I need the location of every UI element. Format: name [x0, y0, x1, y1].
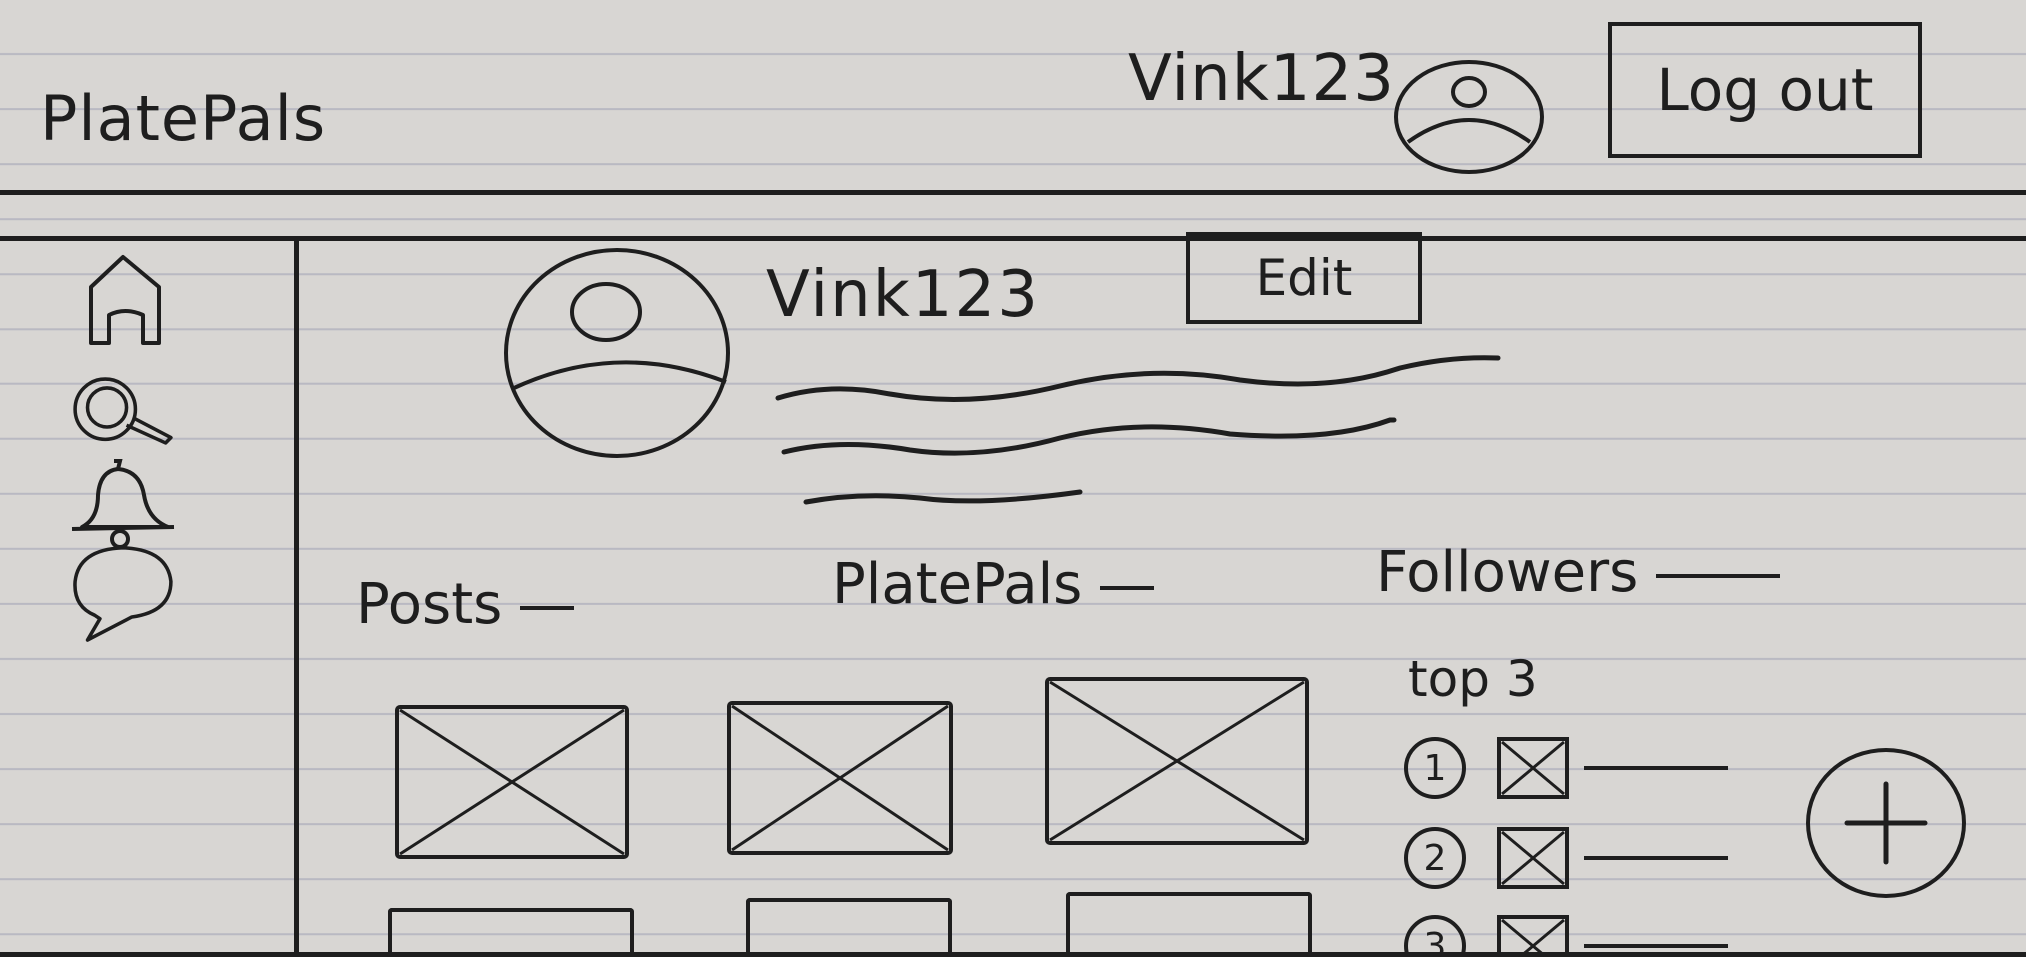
- header-avatar[interactable]: [1392, 58, 1546, 176]
- sidebar-item-home[interactable]: [70, 254, 180, 345]
- rank-badge: 1: [1404, 737, 1466, 799]
- search-icon: [73, 377, 173, 445]
- home-icon: [89, 255, 161, 345]
- logout-button[interactable]: Log out: [1608, 22, 1922, 158]
- edit-profile-button[interactable]: Edit: [1186, 232, 1422, 324]
- post-thumbnail[interactable]: [726, 700, 954, 856]
- stat-label: Followers: [1376, 540, 1639, 605]
- stat-placeholder-line: [520, 605, 575, 610]
- header-divider: [0, 190, 2026, 195]
- header-username: Vink123: [1128, 42, 1395, 116]
- follower-placeholder-line: [1584, 944, 1728, 948]
- app-title: PlatePals: [40, 82, 327, 155]
- sidebar-item-search[interactable]: [68, 366, 178, 456]
- bell-icon: [71, 459, 175, 549]
- add-button[interactable]: [1806, 748, 1966, 898]
- follower-thumbnail: [1497, 737, 1569, 799]
- post-thumbnail[interactable]: [1044, 676, 1310, 846]
- post-thumbnail[interactable]: [746, 898, 952, 957]
- follower-placeholder-line: [1584, 766, 1728, 770]
- stat-label: Posts: [356, 572, 503, 637]
- top-follower-row[interactable]: 2: [1404, 822, 1728, 894]
- stat-placeholder-line: [1100, 585, 1155, 590]
- top-followers-heading: top 3: [1408, 650, 1538, 708]
- post-thumbnail[interactable]: [1066, 892, 1312, 957]
- stat-followers[interactable]: Followers: [1376, 540, 1781, 605]
- rank-badge: 2: [1404, 827, 1466, 889]
- top-follower-row[interactable]: 1: [1404, 732, 1728, 804]
- chat-bubble-icon: [73, 545, 173, 642]
- follower-thumbnail: [1497, 915, 1569, 957]
- content-frame-top: [0, 236, 2026, 241]
- post-thumbnail[interactable]: [388, 908, 634, 957]
- stat-platepals[interactable]: PlatePals: [832, 552, 1155, 617]
- stat-placeholder-line: [1656, 573, 1781, 578]
- sidebar-divider: [294, 236, 299, 957]
- sidebar-item-notifications[interactable]: [68, 458, 178, 549]
- profile-bio: [770, 346, 1510, 516]
- post-thumbnail[interactable]: [394, 704, 630, 860]
- plus-icon: [1844, 781, 1928, 865]
- content-frame-bottom: [0, 952, 2026, 957]
- top-follower-row[interactable]: 3: [1404, 910, 1728, 957]
- follower-placeholder-line: [1584, 856, 1728, 860]
- profile-avatar[interactable]: [500, 244, 734, 462]
- rank-badge: 3: [1404, 915, 1466, 957]
- user-avatar-icon: [1394, 60, 1544, 174]
- follower-thumbnail: [1497, 827, 1569, 889]
- stat-label: PlatePals: [832, 552, 1083, 617]
- profile-username: Vink123: [766, 258, 1040, 332]
- stat-posts[interactable]: Posts: [356, 572, 575, 637]
- sidebar-item-messages[interactable]: [68, 545, 178, 642]
- user-avatar-icon: [504, 248, 730, 458]
